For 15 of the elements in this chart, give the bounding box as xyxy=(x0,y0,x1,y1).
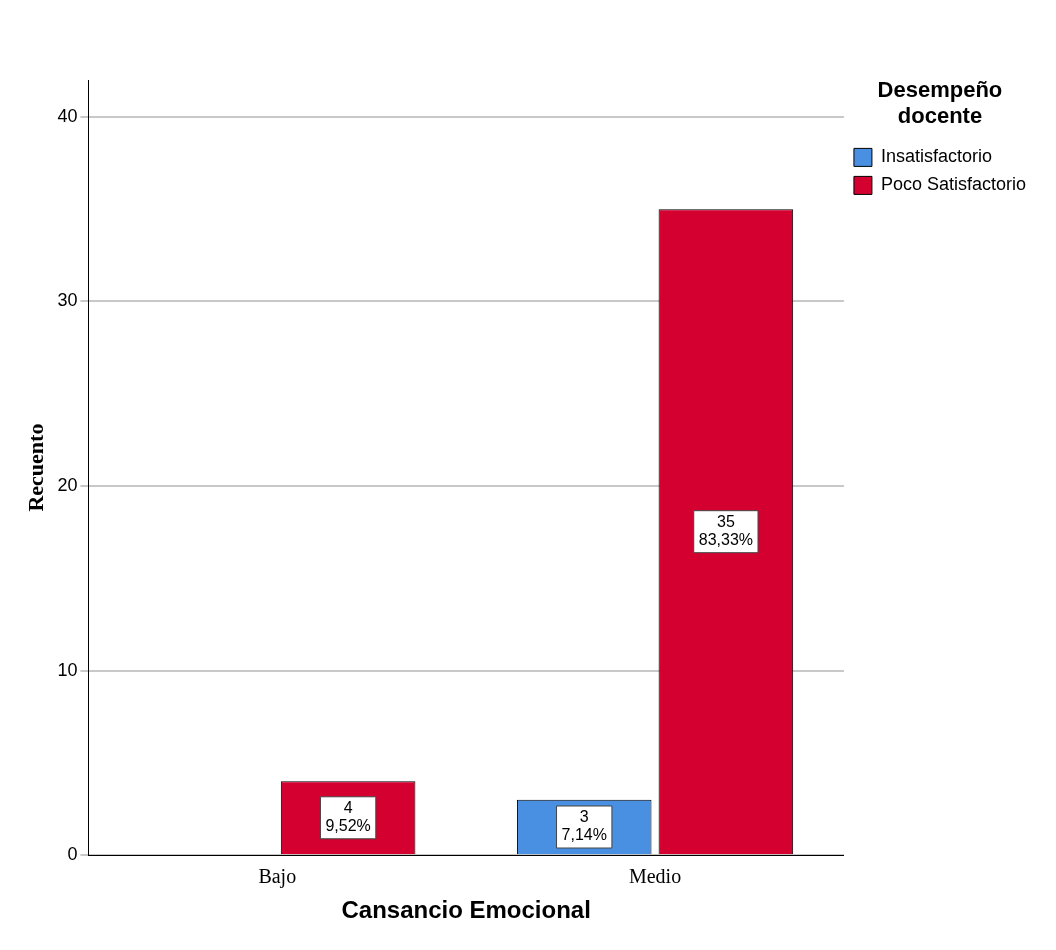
x-axis-title: Cansancio Emocional xyxy=(341,896,591,924)
data-label: 35 83,33% xyxy=(698,513,754,549)
x-tick-label: Bajo xyxy=(258,865,297,889)
y-tick-label: 10 xyxy=(57,659,78,680)
legend-label: Insatisfactorio xyxy=(880,146,992,167)
legend-label: Poco Satisfactorio xyxy=(880,174,1027,195)
data-label: 3 7,14% xyxy=(561,808,607,844)
y-tick-label: 20 xyxy=(57,475,78,496)
data-label: 4 9,52% xyxy=(325,799,371,835)
legend-title: Desempeño docente xyxy=(877,77,1003,129)
x-tick-label: Medio xyxy=(628,865,682,888)
y-tick-label: 40 xyxy=(57,105,78,126)
y-axis-title: Recuento xyxy=(22,423,48,512)
y-tick-label: 0 xyxy=(67,844,78,865)
y-tick-label: 30 xyxy=(57,290,78,311)
